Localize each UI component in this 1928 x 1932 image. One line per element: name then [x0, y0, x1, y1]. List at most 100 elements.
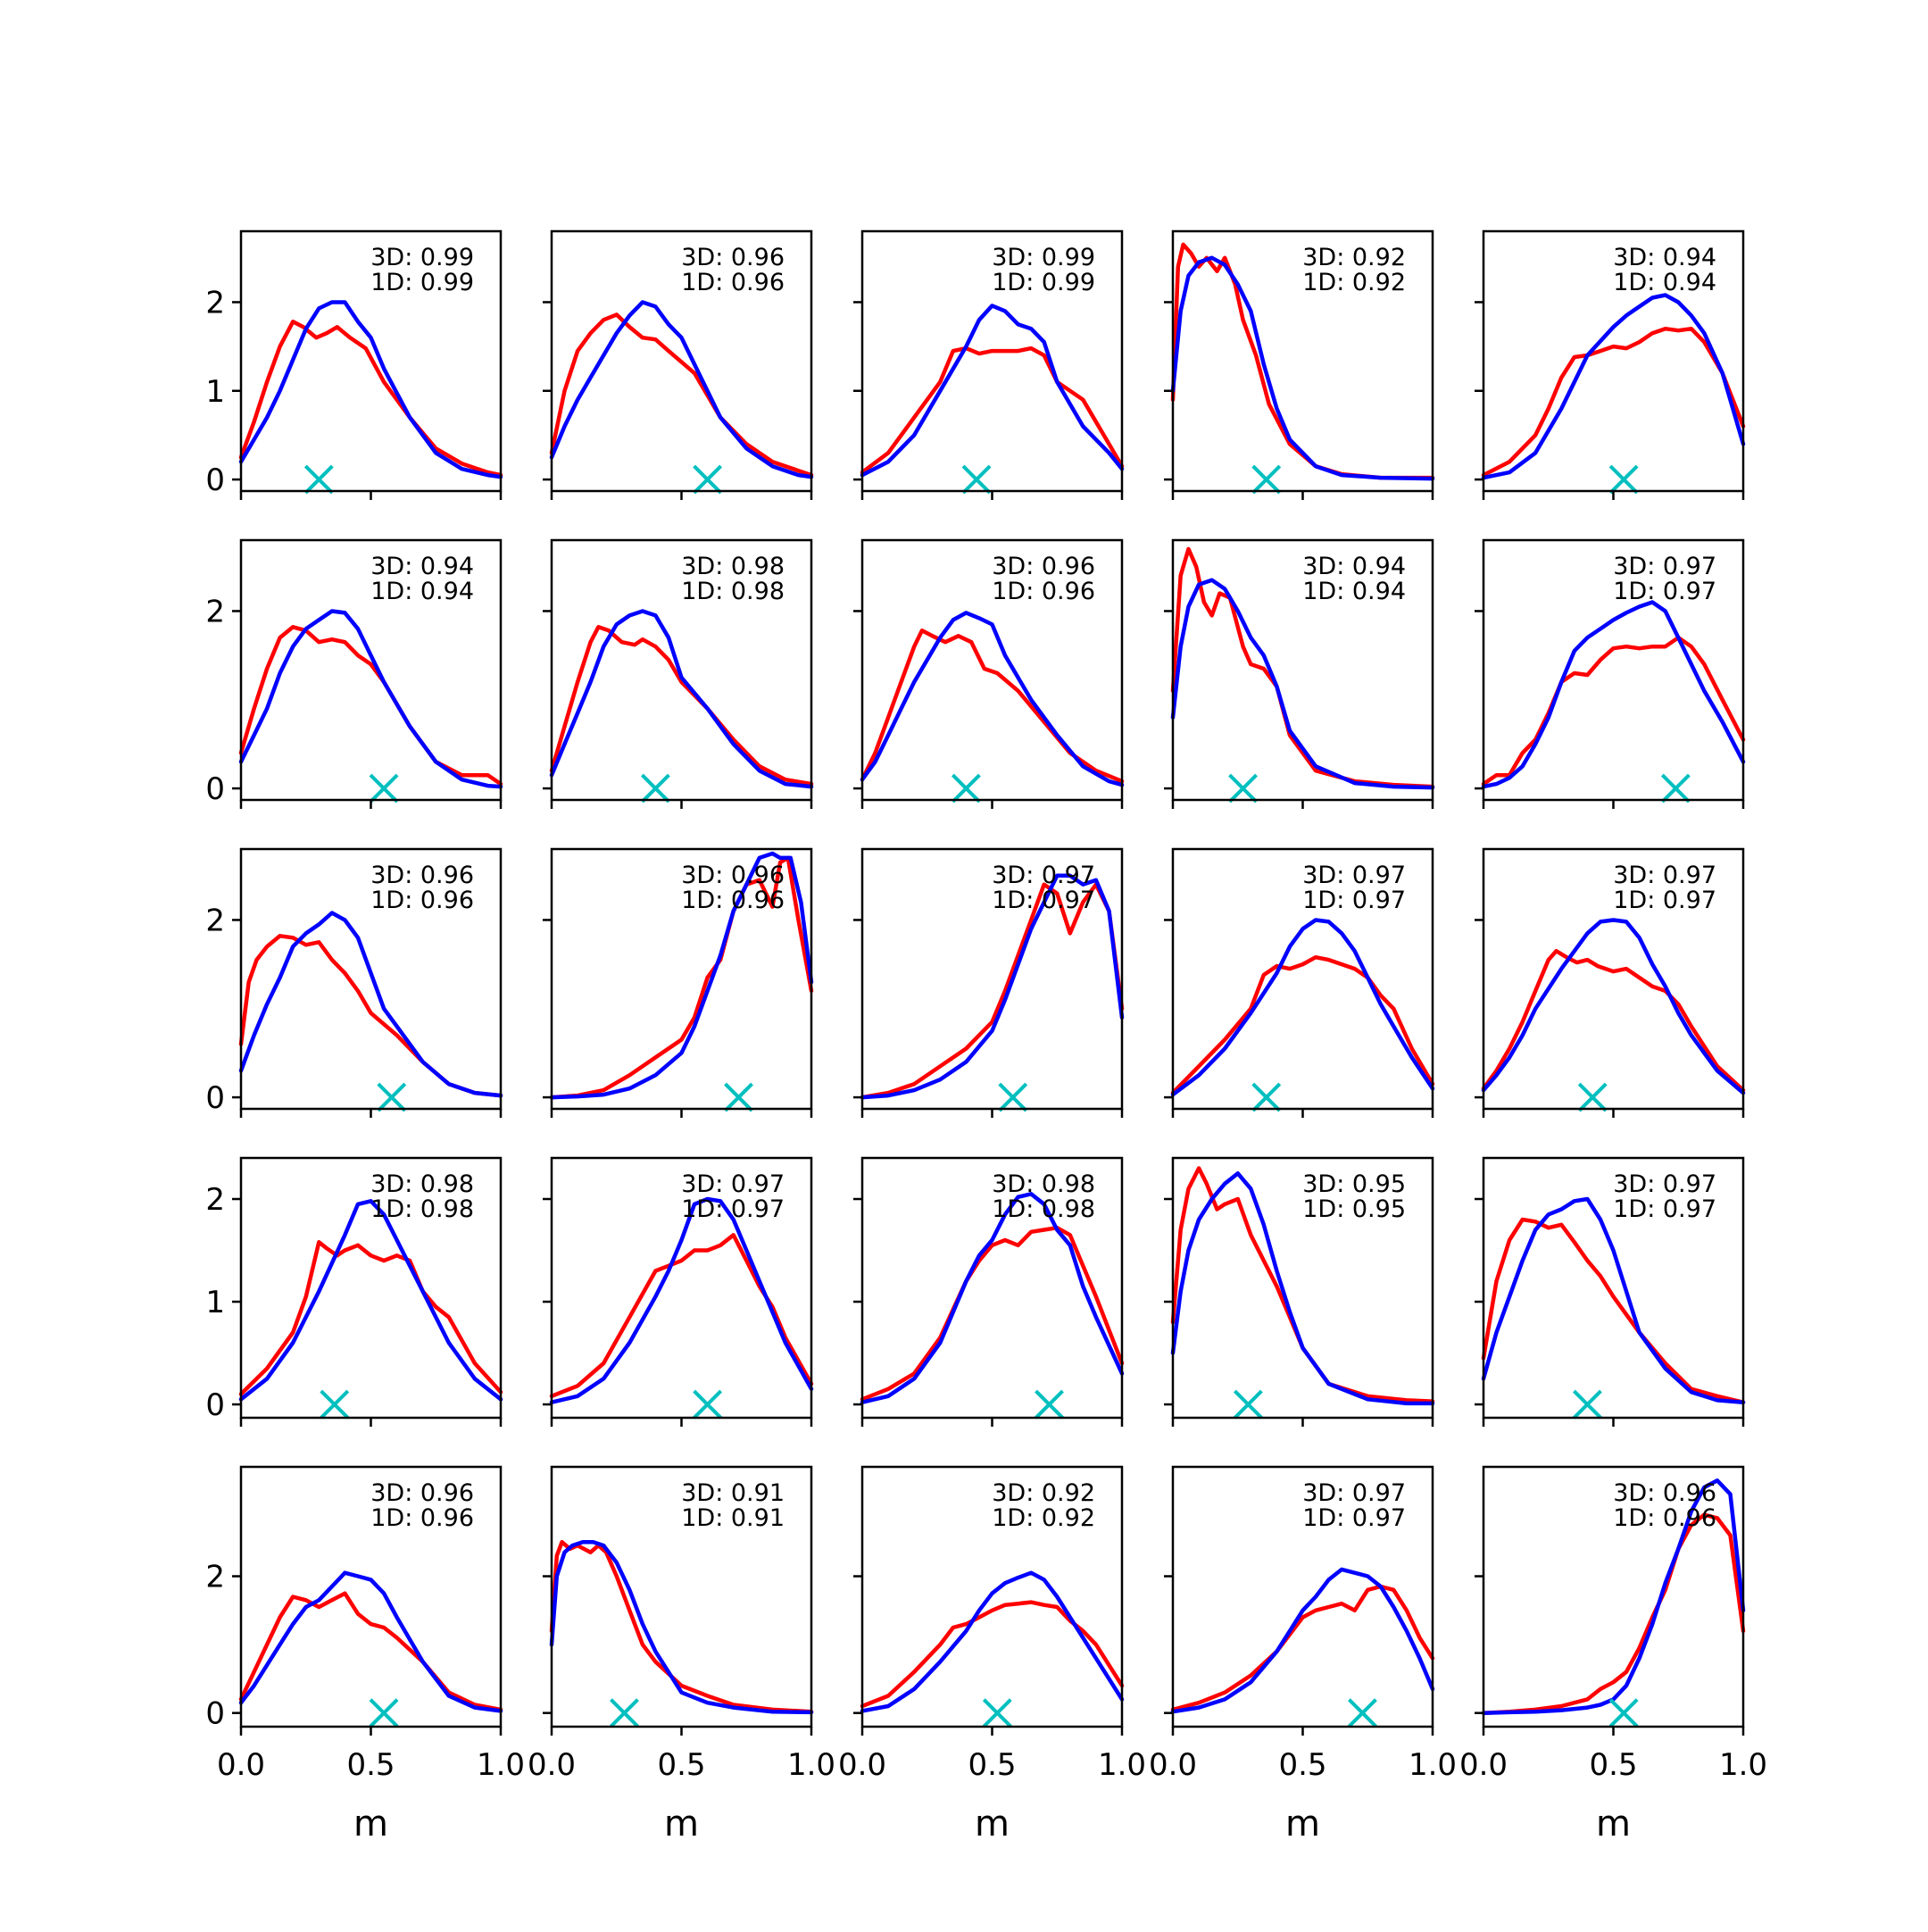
y-tick-label: 1: [205, 374, 225, 410]
annotation-3d: 3D: 0.91: [681, 1479, 785, 1507]
x-tick-label: 1.0: [1409, 1747, 1457, 1783]
annotation-1d: 1D: 0.94: [370, 578, 474, 605]
annotation-3d: 3D: 0.97: [1302, 1479, 1406, 1507]
blue-series-line: [860, 873, 1125, 1100]
annotation-1d: 1D: 0.94: [1302, 578, 1406, 605]
marker-x: [1608, 464, 1639, 495]
blue-series-line: [238, 1199, 503, 1402]
marker-x: [610, 1698, 639, 1728]
y-tick-label: 0: [205, 1696, 225, 1732]
x-tick-label: 0.5: [346, 1747, 395, 1783]
x-tick-label: 1.0: [787, 1747, 835, 1783]
annotation-3d: 3D: 0.92: [992, 1479, 1095, 1507]
marker-x: [693, 464, 723, 495]
red-series-line: [1481, 326, 1746, 478]
blue-series-line: [860, 1570, 1125, 1713]
annotation-1d: 1D: 0.97: [1302, 887, 1406, 914]
annotation-1d: 1D: 0.97: [1613, 578, 1716, 605]
marker-x: [724, 1082, 753, 1112]
annotation-3d: 3D: 0.97: [1613, 1170, 1716, 1198]
x-tick-label: 0.5: [968, 1747, 1016, 1783]
marker-x: [1251, 464, 1282, 495]
annotation-1d: 1D: 0.97: [1613, 887, 1716, 914]
annotation-1d: 1D: 0.97: [1302, 1504, 1406, 1532]
annotation-3d: 3D: 0.94: [1613, 244, 1716, 271]
annotation-1d: 1D: 0.96: [992, 578, 1095, 605]
annotation-3d: 3D: 0.97: [1613, 862, 1716, 889]
annotation-3d: 3D: 0.97: [1302, 862, 1406, 889]
annotation-1d: 1D: 0.96: [370, 1504, 474, 1532]
marker-x: [961, 464, 992, 495]
red-series-line: [238, 1240, 503, 1396]
marker-x: [1251, 1082, 1282, 1112]
red-series-line: [860, 1600, 1125, 1709]
blue-series-line: [549, 1196, 814, 1404]
blue-series-line: [1170, 1567, 1435, 1714]
annotation-1d: 1D: 0.92: [1302, 269, 1406, 296]
marker-x: [982, 1698, 1012, 1728]
blue-series-line: [1481, 1478, 1746, 1715]
blue-series-line: [860, 1192, 1125, 1404]
annotation-3d: 3D: 0.99: [992, 244, 1095, 271]
marker-x: [998, 1082, 1028, 1112]
y-tick-label: 0: [205, 462, 225, 498]
red-series-line: [1481, 1217, 1746, 1404]
blue-series-line: [549, 609, 814, 789]
annotation-1d: 1D: 0.99: [992, 269, 1095, 296]
blue-series-line: [549, 300, 814, 479]
x-tick-label: 1.0: [477, 1747, 525, 1783]
blue-series-line: [1170, 1171, 1435, 1406]
marker-x: [1660, 773, 1691, 804]
annotation-1d: 1D: 0.96: [370, 887, 474, 914]
annotation-1d: 1D: 0.98: [992, 1195, 1095, 1223]
red-series-line: [1481, 1512, 1746, 1715]
x-tick-label: 1.0: [1098, 1747, 1146, 1783]
y-tick-label: 0: [205, 771, 225, 807]
marker-x: [1228, 773, 1258, 804]
y-tick-label: 0: [205, 1387, 225, 1423]
blue-series-line: [1481, 600, 1746, 789]
blue-series-line: [1481, 293, 1746, 480]
x-tick-label: 0.5: [1278, 1747, 1326, 1783]
annotation-3d: 3D: 0.99: [370, 244, 474, 271]
marker-x: [951, 773, 981, 804]
blue-series-line: [549, 1539, 814, 1715]
x-tick-label: 1.0: [1719, 1747, 1767, 1783]
marker-x: [1572, 1389, 1602, 1420]
annotation-1d: 1D: 0.97: [681, 1195, 785, 1223]
y-tick-label: 0: [205, 1080, 225, 1116]
annotation-3d: 3D: 0.94: [370, 553, 474, 580]
annotation-1d: 1D: 0.96: [681, 269, 785, 296]
blue-series-line: [1170, 255, 1435, 481]
annotation-1d: 1D: 0.95: [1302, 1195, 1406, 1223]
red-series-line: [238, 320, 503, 478]
marker-x: [1608, 1698, 1639, 1728]
marker-x: [1348, 1698, 1377, 1728]
annotation-3d: 3D: 0.97: [681, 1170, 785, 1198]
x-axis-label: m: [975, 1803, 1010, 1845]
red-series-line: [549, 1539, 814, 1714]
annotation-3d: 3D: 0.97: [992, 862, 1095, 889]
annotation-3d: 3D: 0.92: [1302, 244, 1406, 271]
blue-series-line: [238, 911, 503, 1098]
y-tick-label: 2: [205, 1560, 225, 1595]
red-series-line: [1170, 954, 1435, 1095]
annotation-1d: 1D: 0.92: [992, 1504, 1095, 1532]
red-series-line: [1481, 948, 1746, 1093]
x-tick-label: 0.5: [657, 1747, 705, 1783]
annotation-3d: 3D: 0.94: [1302, 553, 1406, 580]
